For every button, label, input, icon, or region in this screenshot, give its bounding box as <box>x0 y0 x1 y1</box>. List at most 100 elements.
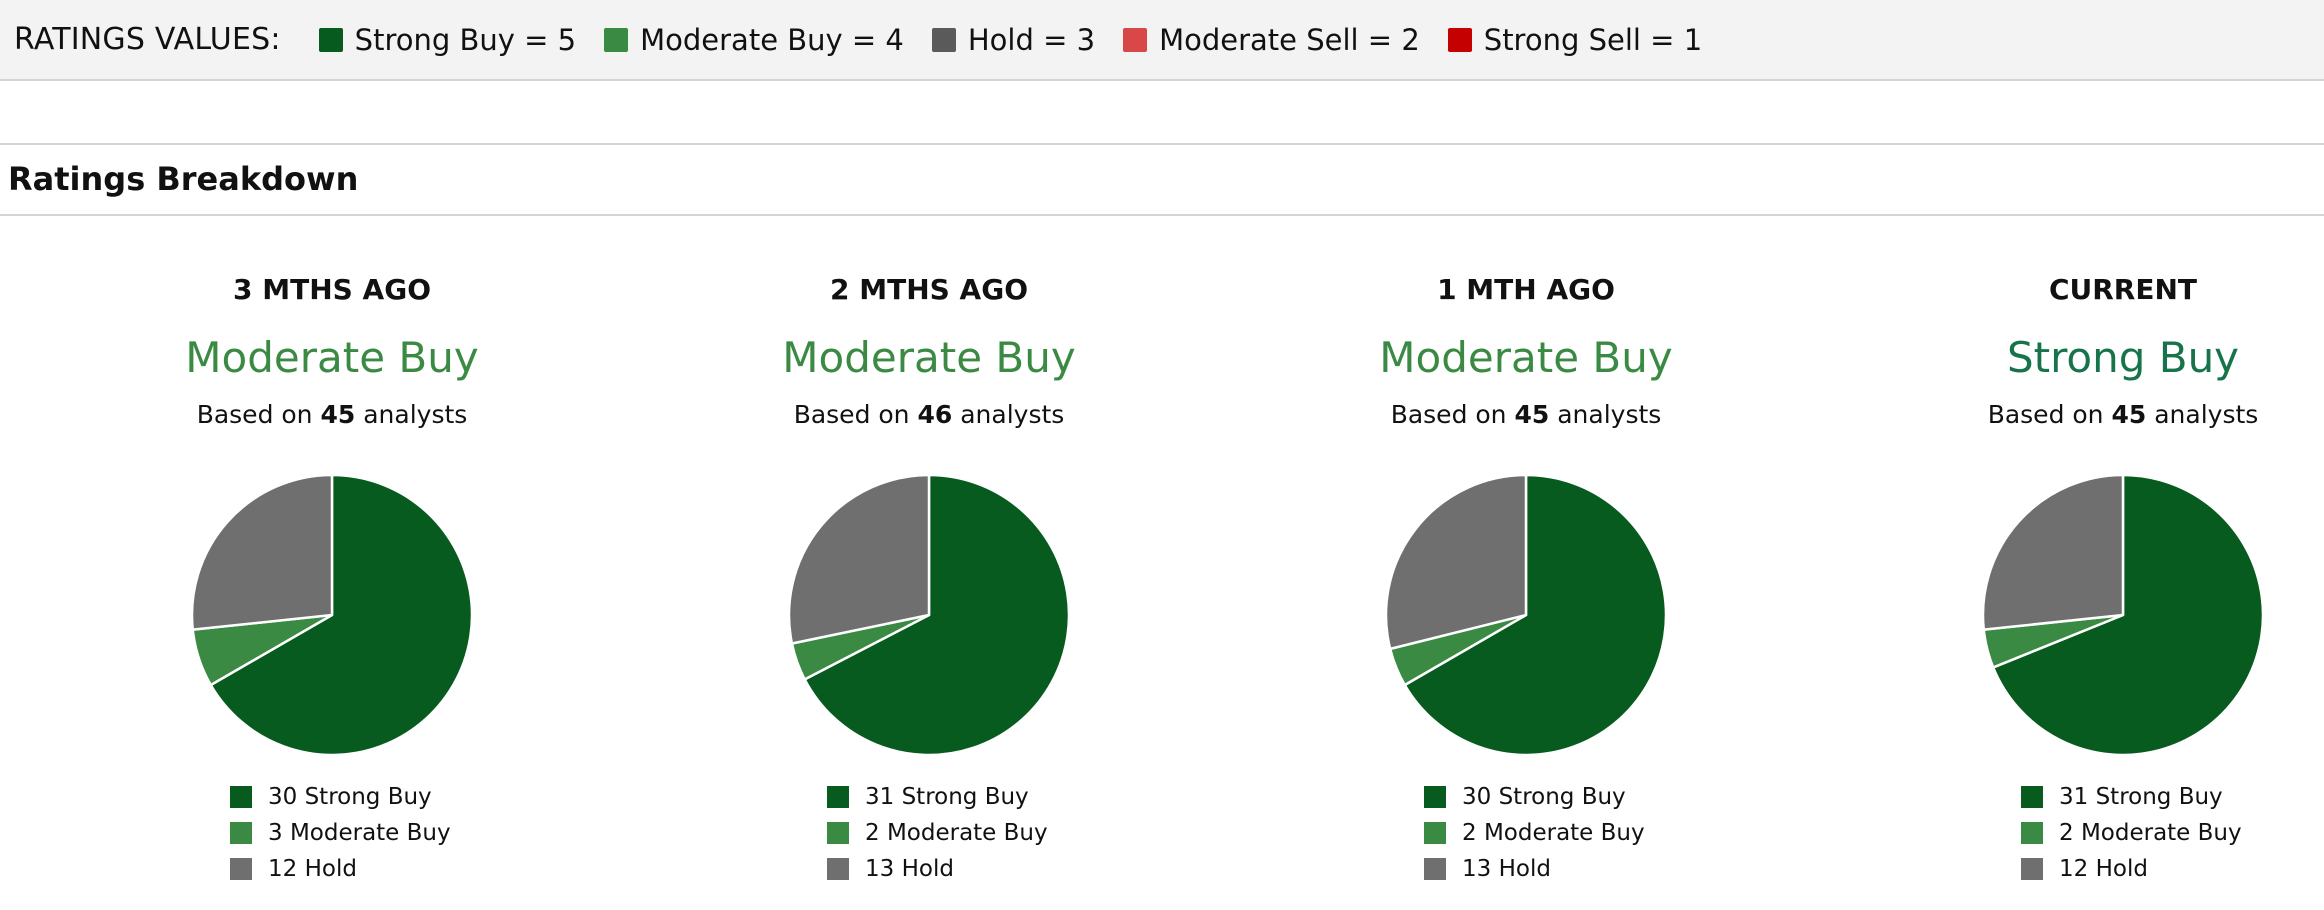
rating-strong-sell: Strong Sell = 1 <box>1447 22 1703 57</box>
legend-label: 31 Strong Buy <box>865 784 1029 810</box>
legend-swatch-hold <box>827 858 849 880</box>
pie-slice-hold <box>787 473 931 645</box>
rating-label-strong-buy: Strong Buy = 5 <box>354 22 577 57</box>
analyst-count-line: Based on 46 analysts <box>629 398 1229 432</box>
legend-item-moderate-buy: 3 Moderate Buy <box>230 816 451 850</box>
legend-item-hold: 13 Hold <box>827 852 954 886</box>
divider-top <box>0 143 2324 145</box>
legend-item-moderate-buy: 2 Moderate Buy <box>2021 816 2242 850</box>
legend-label: 2 Moderate Buy <box>1462 820 1645 846</box>
hold-swatch <box>931 27 956 52</box>
analyst-count: 45 <box>2111 400 2147 429</box>
rating-label-moderate-buy: Moderate Buy = 4 <box>640 22 904 57</box>
rating-label-strong-sell: Strong Sell = 1 <box>1483 22 1703 57</box>
based-prefix: Based on <box>1987 400 2104 429</box>
legend-label: 30 Strong Buy <box>1462 784 1626 810</box>
legend-swatch-moderate-buy <box>230 822 252 844</box>
rating-hold: Hold = 3 <box>931 22 1096 57</box>
legend-item-strong-buy: 30 Strong Buy <box>1424 780 1626 814</box>
section-title: Ratings Breakdown <box>8 160 359 198</box>
pie-slice-strong-buy <box>1403 473 1668 757</box>
based-suffix: analysts <box>960 400 1065 429</box>
legend-item-strong-buy: 31 Strong Buy <box>2021 780 2223 814</box>
pie-slice-hold <box>1981 473 2125 631</box>
based-prefix: Based on <box>1390 400 1507 429</box>
pie-chart <box>190 473 474 757</box>
legend-item-hold: 13 Hold <box>1424 852 1551 886</box>
legend-label: 12 Hold <box>268 856 357 882</box>
based-suffix: analysts <box>2154 400 2259 429</box>
rating-moderate-sell: Moderate Sell = 2 <box>1123 23 1420 57</box>
legend-swatch-strong-buy <box>2021 786 2043 808</box>
rating-label-hold: Hold = 3 <box>967 22 1096 57</box>
analyst-count-line: Based on 45 analysts <box>1226 398 1826 432</box>
pie-slice-hold <box>1384 473 1528 651</box>
chart-column-2-months-ago: 2 MTHS AGO Moderate Buy Based on 46 anal… <box>629 270 1229 882</box>
pie-slice-hold <box>190 473 334 631</box>
legend-item-hold: 12 Hold <box>2021 852 2148 886</box>
pie-chart <box>1981 473 2265 757</box>
legend-item-strong-buy: 30 Strong Buy <box>230 780 432 814</box>
chart-heading: 3 MTHS AGO <box>233 273 431 306</box>
based-suffix: analysts <box>363 400 468 429</box>
rating-moderate-buy: Moderate Buy = 4 <box>604 23 904 57</box>
analyst-count: 45 <box>320 400 356 429</box>
chart-column-current: CURRENT Strong Buy Based on 45 analysts … <box>1823 270 2324 882</box>
pie-chart-wrap <box>629 470 1229 760</box>
based-prefix: Based on <box>196 400 313 429</box>
legend-label: 2 Moderate Buy <box>2059 820 2242 846</box>
strong-sell-swatch <box>1447 27 1472 52</box>
legend-swatch-moderate-buy <box>827 822 849 844</box>
legend-swatch-moderate-buy <box>2021 822 2043 844</box>
consensus-rating: Moderate Buy <box>782 333 1076 382</box>
pie-chart-wrap <box>32 470 632 760</box>
divider-section <box>0 214 2324 216</box>
pie-chart <box>787 473 1071 757</box>
legend-label: 3 Moderate Buy <box>268 820 451 846</box>
consensus-rating: Strong Buy <box>2006 333 2240 382</box>
legend-swatch-moderate-buy <box>1424 822 1446 844</box>
legend-swatch-hold <box>1424 858 1446 880</box>
analyst-count-line: Based on 45 analysts <box>32 398 632 432</box>
pie-slice-strong-buy <box>803 473 1071 757</box>
chart-column-1-month-ago: 1 MTH AGO Moderate Buy Based on 45 analy… <box>1226 270 1826 882</box>
consensus-rating: Moderate Buy <box>1379 333 1673 382</box>
strong-buy-swatch <box>318 27 343 52</box>
pie-slice-strong-buy <box>1991 473 2265 757</box>
based-prefix: Based on <box>793 400 910 429</box>
legend-swatch-hold <box>230 858 252 880</box>
legend-swatch-strong-buy <box>827 786 849 808</box>
analyst-count: 45 <box>1514 400 1550 429</box>
legend-label: 13 Hold <box>865 856 954 882</box>
consensus-rating: Moderate Buy <box>185 333 479 382</box>
legend-label: 31 Strong Buy <box>2059 784 2223 810</box>
pie-slice-strong-buy <box>209 473 474 757</box>
analyst-count-line: Based on 45 analysts <box>1823 398 2324 432</box>
rating-label-moderate-sell: Moderate Sell = 2 <box>1159 22 1420 57</box>
ratings-values-bar: RATINGS VALUES: Strong Buy = 5 Moderate … <box>0 0 2324 81</box>
based-suffix: analysts <box>1557 400 1662 429</box>
legend-label: 30 Strong Buy <box>268 784 432 810</box>
ratings-values-title: RATINGS VALUES: <box>14 22 281 57</box>
chart-heading: CURRENT <box>2048 273 2198 306</box>
pie-chart <box>1384 473 1668 757</box>
legend-item-strong-buy: 31 Strong Buy <box>827 780 1029 814</box>
chart-heading: 2 MTHS AGO <box>830 273 1028 306</box>
legend-label: 13 Hold <box>1462 856 1551 882</box>
legend-item-moderate-buy: 2 Moderate Buy <box>827 816 1048 850</box>
legend-label: 12 Hold <box>2059 856 2148 882</box>
legend-item-hold: 12 Hold <box>230 852 357 886</box>
legend-label: 2 Moderate Buy <box>865 820 1048 846</box>
rating-strong-buy: Strong Buy = 5 <box>318 22 577 57</box>
legend-item-moderate-buy: 2 Moderate Buy <box>1424 816 1645 850</box>
chart-heading: 1 MTH AGO <box>1437 273 1615 306</box>
legend-swatch-strong-buy <box>230 786 252 808</box>
legend-swatch-strong-buy <box>1424 786 1446 808</box>
moderate-sell-swatch <box>1123 27 1148 52</box>
moderate-buy-swatch <box>604 27 629 52</box>
analyst-count: 46 <box>917 400 953 429</box>
legend-swatch-hold <box>2021 858 2043 880</box>
pie-chart-wrap <box>1823 470 2324 760</box>
chart-column-3-months-ago: 3 MTHS AGO Moderate Buy Based on 45 anal… <box>32 270 632 882</box>
pie-chart-wrap <box>1226 470 1826 760</box>
